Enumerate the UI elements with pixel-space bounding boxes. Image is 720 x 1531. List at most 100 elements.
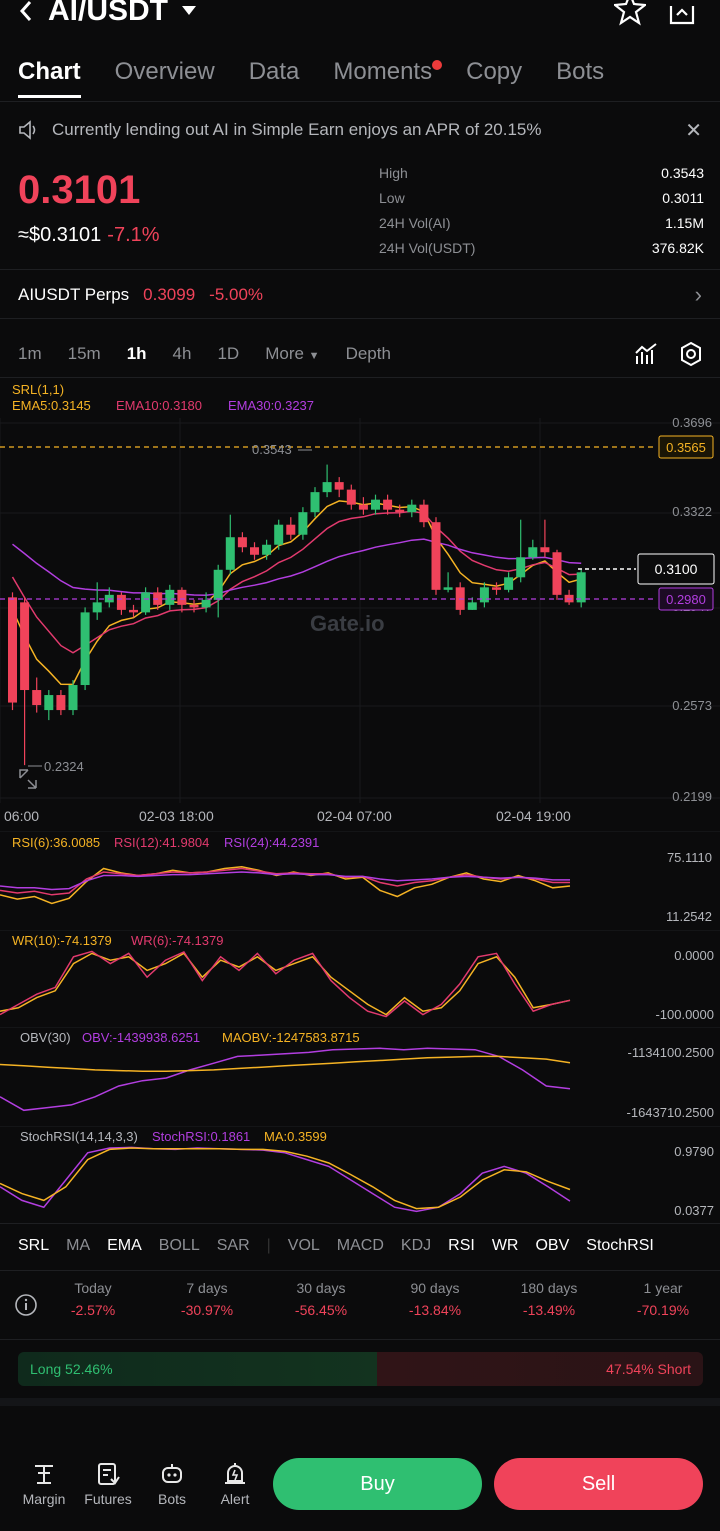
ind-sar[interactable]: SAR: [216, 1237, 250, 1254]
candle-body: [262, 544, 272, 555]
candle-body: [371, 499, 380, 510]
candle-body: [310, 492, 320, 513]
tab-data[interactable]: Data: [248, 58, 300, 85]
ind-srl[interactable]: SRL: [18, 1237, 50, 1254]
candle-body: [80, 612, 90, 686]
ema10-label: EMA10:0.3180: [116, 398, 202, 413]
ind-macd[interactable]: MACD: [336, 1237, 384, 1254]
ema-line: [12, 538, 582, 597]
obv-bottom: -1643710.2500: [627, 1105, 714, 1120]
tf-1h[interactable]: 1h: [126, 344, 147, 363]
nav-futures[interactable]: Futures: [78, 1461, 138, 1507]
nav-alert[interactable]: Alert: [205, 1461, 265, 1507]
divider: [0, 377, 720, 378]
tf-1m[interactable]: 1m: [18, 344, 42, 363]
nav-margin[interactable]: Margin: [14, 1461, 74, 1507]
indicator-chart-icon[interactable]: [634, 342, 658, 366]
chevron-right-icon[interactable]: ›: [694, 282, 702, 307]
info-icon[interactable]: [14, 1293, 38, 1317]
stoch-bottom: 0.0377: [674, 1203, 714, 1218]
candle-body: [213, 569, 223, 600]
stat-value: 376.82K: [651, 239, 704, 256]
last-price: 0.3101: [18, 168, 141, 212]
settings-gear-icon[interactable]: [678, 341, 704, 367]
tab-chart[interactable]: Chart: [18, 58, 81, 98]
tab-overview[interactable]: Overview: [114, 58, 215, 85]
candle-body: [431, 522, 441, 590]
pair-header[interactable]: AI/USDT: [18, 0, 196, 28]
candle-body: [419, 504, 429, 523]
x-tick: 02-04 07:00: [317, 808, 392, 824]
long-short-bar: Long 52.46% 47.54% Short: [18, 1352, 703, 1386]
tab-copy[interactable]: Copy: [466, 58, 523, 85]
rsi-panel[interactable]: RSI(6):36.0085 RSI(12):41.9804 RSI(24):4…: [0, 831, 720, 929]
ind-obv[interactable]: OBV: [535, 1237, 570, 1254]
share-icon[interactable]: [668, 0, 696, 26]
expand-icon[interactable]: [19, 769, 37, 789]
timeframe-bar: 1m 15m 1h 4h 1D More ▼ Depth: [18, 344, 391, 364]
divider: [0, 269, 720, 270]
candle-body: [552, 552, 562, 595]
obv-panel[interactable]: OBV(30) OBV:-1439938.6251 MAOBV:-1247583…: [0, 1027, 720, 1125]
indicator-tabs: SRL MA EMA BOLL SAR | VOL MACD KDJ RSI W…: [18, 1237, 654, 1255]
candle-body: [116, 594, 126, 610]
y-tick: 0.2573: [672, 698, 712, 713]
obv-value: OBV:-1439938.6251: [82, 1030, 200, 1045]
perps-row[interactable]: AIUSDT Perps 0.3099 -5.00%: [18, 285, 263, 305]
ema-line: [11, 510, 582, 654]
perf-label: Today: [74, 1280, 112, 1296]
candle-body: [346, 489, 356, 505]
current-marker-label: 0.3100: [655, 561, 698, 577]
ind-boll[interactable]: BOLL: [158, 1237, 200, 1254]
notice-bar[interactable]: Currently lending out AI in Simple Earn …: [18, 120, 542, 140]
obv-label: OBV(30): [20, 1030, 71, 1045]
divider: [0, 318, 720, 319]
buy-button[interactable]: Buy: [273, 1458, 482, 1510]
stoch-value: StochRSI:0.1861: [152, 1129, 250, 1144]
tf-15m[interactable]: 15m: [67, 344, 101, 363]
stochrsi-panel[interactable]: StochRSI(14,14,3,3) StochRSI:0.1861 MA:0…: [0, 1126, 720, 1222]
ticker-stats: High 0.3543 Low 0.3011 24H Vol(AI) 1.15M 24…: [379, 160, 704, 260]
candle-body: [443, 587, 453, 590]
ind-stochrsi[interactable]: StochRSI: [586, 1237, 654, 1254]
wr-panel[interactable]: WR(10):-74.1379 WR(6):-74.1379 0.0000 -1…: [0, 930, 720, 1026]
stat-value: 1.15M: [665, 214, 704, 231]
bottom-nav: Margin Futures Bots Alert: [0, 1455, 720, 1531]
star-icon[interactable]: [614, 0, 646, 26]
ind-wr[interactable]: WR: [491, 1237, 519, 1254]
futures-icon: [98, 1463, 120, 1485]
tf-more[interactable]: More ▼: [265, 344, 319, 364]
indicator-line: [0, 1047, 571, 1112]
nav-bots[interactable]: Bots: [142, 1461, 202, 1507]
caret-down-icon: ▼: [308, 350, 320, 362]
wr6-label: WR(6):-74.1379: [131, 933, 223, 948]
tab-moments[interactable]: Moments: [333, 58, 443, 86]
ind-ema[interactable]: EMA: [107, 1237, 142, 1254]
tab-bots[interactable]: Bots: [556, 58, 605, 85]
obv-top: -1134100.2500: [627, 1045, 714, 1060]
perps-change: -5.00%: [209, 285, 264, 304]
ind-ma[interactable]: MA: [66, 1237, 91, 1254]
tf-4h[interactable]: 4h: [172, 344, 192, 363]
tf-1d[interactable]: 1D: [217, 344, 240, 363]
tf-depth[interactable]: Depth: [345, 344, 391, 363]
ind-kdj[interactable]: KDJ: [400, 1237, 432, 1254]
candle-body: [528, 547, 538, 558]
perf-label: 30 days: [296, 1280, 346, 1296]
ind-vol[interactable]: VOL: [287, 1237, 320, 1254]
stat-value: 0.3011: [662, 189, 704, 206]
perf-value: -30.97%: [180, 1302, 234, 1318]
candle-body: [358, 504, 368, 510]
stoch-top: 0.9790: [674, 1144, 714, 1159]
candle-body: [467, 602, 477, 610]
indicator-line: [0, 867, 570, 896]
long-segment: Long 52.46%: [18, 1352, 378, 1386]
sell-button[interactable]: Sell: [494, 1458, 703, 1510]
chevron-down-icon[interactable]: [182, 6, 196, 16]
close-icon[interactable]: ✕: [685, 120, 702, 142]
back-arrow-icon[interactable]: [18, 0, 34, 23]
pair-title[interactable]: AI/USDT: [48, 0, 168, 27]
candlestick-chart[interactable]: SRL(1,1) EMA5:0.3145 EMA10:0.3180 EMA30:…: [0, 378, 720, 830]
ind-rsi[interactable]: RSI: [448, 1237, 475, 1254]
main-tabs: Chart Overview Data Moments Copy Bots: [18, 58, 638, 98]
